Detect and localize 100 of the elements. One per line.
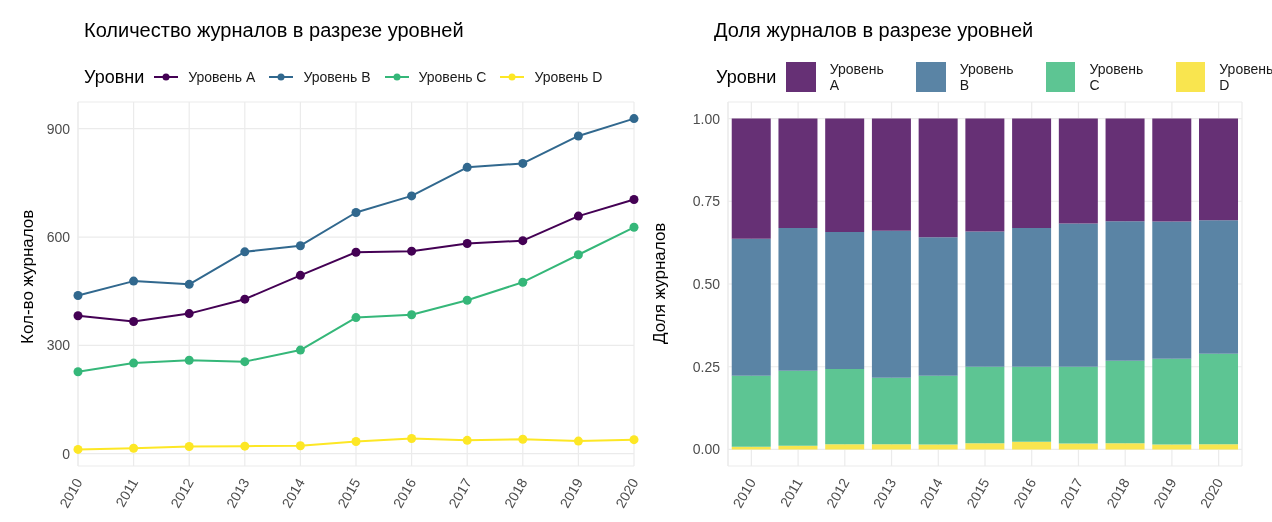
bar	[871, 377, 911, 445]
point	[351, 436, 361, 446]
legend-label: Уровень B	[958, 61, 1015, 93]
legend-label: Уровень C	[417, 69, 487, 85]
point	[462, 162, 472, 172]
bar	[1012, 366, 1052, 442]
y-tick-label: 0.00	[692, 441, 721, 458]
bar	[1152, 358, 1192, 445]
point	[295, 345, 305, 355]
point	[240, 357, 250, 367]
bar	[918, 375, 958, 445]
y-tick-label: 600	[46, 229, 71, 246]
point	[629, 195, 639, 204]
chart-title: Доля журналов в разрезе уровней	[713, 18, 1035, 43]
bar	[731, 118, 771, 239]
point	[129, 276, 139, 286]
point	[129, 443, 139, 453]
bar	[918, 444, 958, 450]
point	[73, 311, 83, 321]
y-axis-title: Кол-во журналов	[18, 209, 38, 344]
bar	[1105, 118, 1145, 222]
bar	[825, 118, 865, 233]
bar	[965, 366, 1005, 444]
y-tick-label: 0.50	[692, 275, 721, 292]
point	[407, 246, 417, 256]
point	[184, 309, 194, 319]
point	[240, 441, 250, 451]
point	[351, 247, 361, 257]
point	[295, 241, 305, 251]
point	[407, 434, 417, 444]
legend-label: Уровень D	[533, 69, 603, 85]
bar	[1152, 221, 1192, 359]
y-tick-label: 900	[46, 120, 71, 137]
bar	[1199, 353, 1239, 445]
bar	[965, 231, 1005, 367]
point	[240, 294, 250, 304]
y-tick-label: 0.75	[692, 193, 721, 210]
point	[73, 291, 83, 301]
bar	[731, 238, 771, 376]
bar	[1105, 443, 1145, 450]
point	[573, 436, 583, 446]
point	[184, 442, 194, 451]
bar	[1105, 360, 1145, 444]
point	[518, 236, 528, 246]
bar	[1199, 444, 1239, 450]
point	[295, 270, 305, 280]
point	[407, 191, 417, 201]
bar	[918, 237, 958, 376]
bar	[1199, 118, 1239, 221]
legend-label: Уровень B	[302, 69, 371, 85]
bar	[1199, 220, 1239, 354]
bar	[778, 118, 818, 229]
point	[295, 441, 305, 451]
point	[407, 310, 417, 320]
bar	[731, 375, 771, 447]
point	[518, 434, 528, 444]
point	[629, 114, 639, 124]
point	[73, 444, 83, 454]
y-axis-title: Доля журналов	[650, 222, 670, 344]
point	[184, 355, 194, 365]
point	[518, 277, 528, 287]
y-tick-label: 300	[46, 337, 71, 354]
bar	[965, 443, 1005, 450]
bar	[1012, 228, 1052, 367]
bar	[1012, 441, 1052, 450]
bar	[1012, 118, 1052, 229]
point	[462, 239, 472, 249]
bar	[1058, 223, 1098, 367]
legend-title: Уровни	[716, 66, 777, 88]
y-tick-label: 0	[62, 445, 71, 462]
point	[629, 435, 639, 445]
point	[573, 250, 583, 260]
bar	[1058, 118, 1098, 224]
legend-label: Уровень A	[828, 61, 885, 93]
point	[351, 313, 361, 323]
point	[129, 317, 139, 327]
bar	[871, 230, 911, 378]
y-tick-label: 0.25	[692, 358, 721, 375]
legend-label: Уровень C	[1088, 61, 1145, 93]
bar	[825, 444, 865, 450]
point	[73, 367, 83, 377]
chart-title: Количество журналов в разрезе уровней	[83, 18, 465, 43]
bar	[1152, 444, 1192, 450]
legend-label: Уровень D	[1218, 61, 1272, 93]
bar	[871, 444, 911, 450]
bar	[871, 118, 911, 231]
point	[129, 358, 139, 368]
point	[573, 131, 583, 141]
bar	[918, 118, 958, 238]
point	[184, 279, 194, 289]
bar	[778, 228, 818, 371]
y-tick-label: 1.00	[692, 110, 721, 127]
bar	[825, 369, 865, 445]
bar	[825, 232, 865, 370]
point	[462, 435, 472, 445]
point	[629, 222, 639, 232]
point	[462, 295, 472, 305]
bar	[1058, 443, 1098, 450]
point	[351, 208, 361, 217]
bar	[965, 118, 1005, 232]
